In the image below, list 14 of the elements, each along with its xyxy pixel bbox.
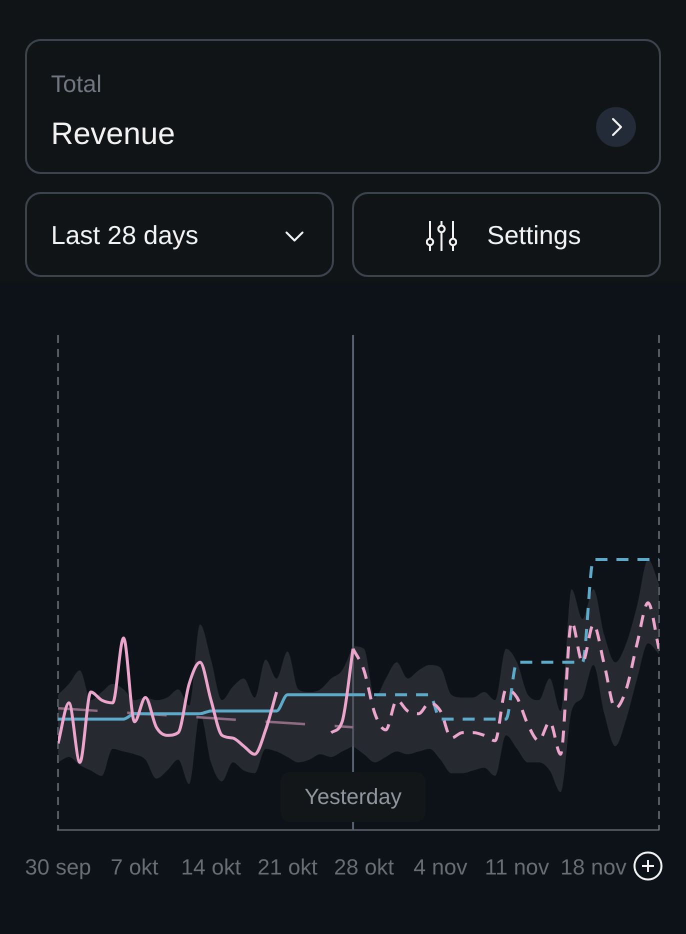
ref-line-label: Yesterday xyxy=(304,784,402,810)
text: Settings xyxy=(487,220,581,251)
chart-subtitle: Total xyxy=(51,70,102,99)
x-tick-label: 30 sep xyxy=(24,854,92,880)
text: Last 28 days xyxy=(51,220,198,251)
x-tick-label: 11 nov xyxy=(484,854,550,880)
chart-title: Revenue xyxy=(51,115,176,152)
x-tick-label: 14 okt xyxy=(181,854,241,880)
x-tick-label: 28 okt xyxy=(334,854,394,880)
x-tick-label: 18 nov xyxy=(560,854,626,880)
x-tick-label: 21 okt xyxy=(258,854,318,880)
metric-card: Total Revenue xyxy=(25,39,661,174)
x-tick-label: 7 okt xyxy=(110,854,158,880)
x-tick-label: 4 nov xyxy=(414,854,468,880)
